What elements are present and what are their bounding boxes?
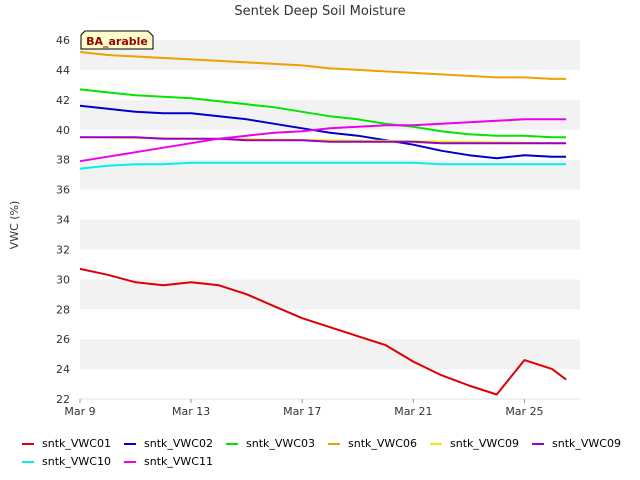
series-line-sntk_vwc10-6 [79,161,567,170]
legend-swatch [430,442,442,445]
legend-item: sntk_VWC06 [328,437,417,450]
grid-band [80,189,580,220]
y-tick-label: 36 [56,184,70,197]
legend-swatch [328,442,340,445]
y-axis-label: VWC (%) [8,201,21,250]
legend-item: sntk_VWC01 [22,437,111,450]
series-line-sntk_vwc06-3 [79,51,567,80]
legend-swatch [22,460,34,463]
x-tick-label: Mar 17 [283,405,321,418]
legend-item: sntk_VWC02 [124,437,213,450]
legend-label: sntk_VWC09 [450,437,519,450]
y-tick-label: 24 [56,363,70,376]
x-tick-label: Mar 21 [394,405,432,418]
x-tick-label: Mar 13 [172,405,210,418]
y-tick-label: 38 [56,154,70,167]
chart-legend: sntk_VWC01 sntk_VWC02 sntk_VWC03 sntk_VWC06… [0,432,640,480]
y-tick-label: 22 [56,393,70,406]
annotation-badge-label: BA_arable [86,35,148,48]
y-tick-label: 28 [56,303,70,316]
x-tick-label: Mar 9 [64,405,95,418]
legend-item: sntk_VWC03 [226,437,315,450]
x-tick-label: Mar 25 [505,405,543,418]
chart-title: Sentek Deep Soil Moisture [234,4,405,19]
series-line-sntk_vwc09-5 [80,136,567,145]
x-axis-tick-labels: Mar 9 Mar 13 Mar 17 Mar 21 Mar 25 [64,399,544,418]
legend-label: sntk_VWC11 [144,455,213,468]
grid-band [80,99,580,130]
legend-label: sntk_VWC10 [42,455,111,468]
y-tick-label: 46 [56,34,70,47]
y-tick-label: 34 [56,214,70,227]
y-tick-label: 44 [56,64,70,77]
grid-band [80,69,580,100]
grid-band [80,309,580,340]
grid-band [80,249,580,280]
y-tick-label: 32 [56,243,70,256]
y-tick-label: 26 [56,333,70,346]
legend-swatch [124,460,136,463]
series-line-sntk_vwc03-2 [79,88,567,139]
legend-swatch [532,442,544,445]
legend-label: sntk_VWC03 [246,437,315,450]
y-axis-tick-labels: 22 24 26 28 30 32 34 36 38 40 42 44 46 [56,34,70,406]
annotation-badge: BA_arable [80,30,154,50]
plot-background-bands [80,40,580,400]
grid-band [80,339,580,370]
annotation-badge-box [80,30,154,50]
series-line-sntk_vwc02-1 [79,104,567,160]
legend-swatch [124,442,136,445]
legend-label: sntk_VWC01 [42,437,111,450]
y-tick-label: 42 [56,94,70,107]
legend-swatch [226,442,238,445]
grid-band [80,219,580,250]
series-lines [79,51,567,396]
legend-item: sntk_VWC11 [124,455,213,468]
y-tick-label: 30 [56,273,70,286]
legend-swatch [22,442,34,445]
series-line-sntk_vwc01-0 [79,267,567,396]
grid-band [80,129,580,160]
y-tick-label: 40 [56,124,70,137]
grid-band [80,40,580,70]
legend-item: sntk_VWC10 [22,455,111,468]
legend-label: sntk_VWC09 [552,437,621,450]
legend-item: sntk_VWC09 [430,437,519,450]
legend-label: sntk_VWC02 [144,437,213,450]
legend-label: sntk_VWC06 [348,437,417,450]
series-line-sntk_vwc11-7 [79,118,567,163]
legend-item: sntk_VWC09 [532,437,621,450]
